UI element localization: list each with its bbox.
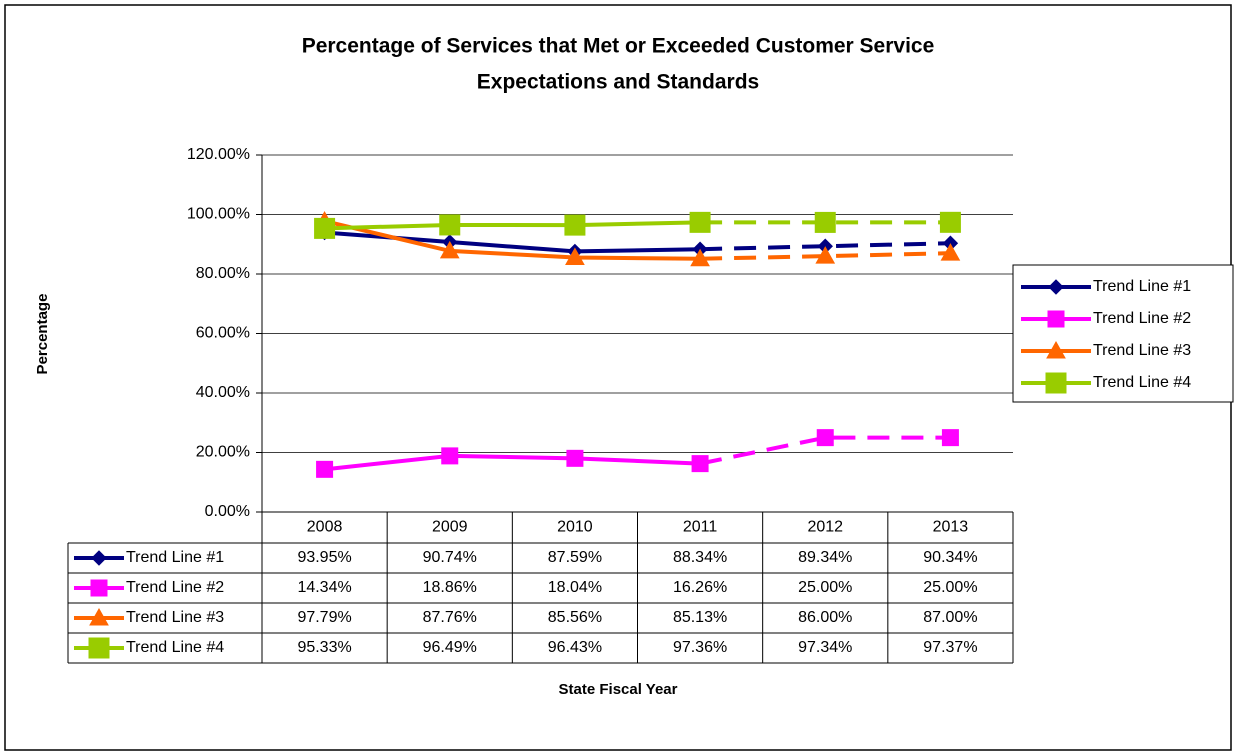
marker	[691, 455, 709, 473]
series-line	[324, 219, 701, 261]
legend-label: Trend Line #3	[1093, 342, 1191, 359]
legend-label: Trend Line #2	[1093, 310, 1191, 327]
marker	[939, 211, 961, 233]
legend-label: Trend Line #4	[1093, 374, 1191, 391]
marker	[689, 211, 711, 233]
table-cell: 97.36%	[673, 639, 727, 656]
table-series-name: Trend Line #4	[126, 639, 224, 656]
table-series-name: Trend Line #2	[126, 579, 224, 596]
table-cell: 88.34%	[673, 549, 727, 566]
marker	[1048, 279, 1064, 295]
x-axis-title: State Fiscal Year	[559, 681, 678, 698]
y-tick-label: 40.00%	[196, 384, 250, 401]
y-tick-label: 60.00%	[196, 325, 250, 342]
series-line	[700, 241, 951, 252]
marker	[439, 214, 461, 236]
table-cell: 95.33%	[297, 639, 351, 656]
marker	[90, 579, 108, 597]
x-tick-label: 2009	[432, 519, 468, 536]
y-axis-title: Percentage	[34, 294, 51, 375]
table-cell: 14.34%	[297, 579, 351, 596]
legend-key	[1021, 340, 1091, 359]
marker	[1045, 372, 1067, 394]
marker	[566, 449, 584, 467]
x-tick-label: 2013	[933, 519, 969, 536]
table-cell: 87.00%	[923, 609, 977, 626]
legend-key	[1021, 279, 1091, 295]
table-series-name: Trend Line #1	[126, 549, 224, 566]
y-tick-label: 100.00%	[187, 206, 250, 223]
x-tick-label: 2011	[683, 519, 718, 536]
series-line	[324, 453, 701, 472]
series-line	[699, 435, 951, 466]
marker	[814, 211, 836, 233]
table-cell: 90.34%	[923, 549, 977, 566]
marker	[316, 460, 334, 478]
table-cell: 16.26%	[673, 579, 727, 596]
marker	[815, 246, 836, 264]
table-cell: 18.04%	[548, 579, 602, 596]
table-cell: 97.79%	[297, 609, 351, 626]
table-cell: 90.74%	[423, 549, 477, 566]
table-cell: 93.95%	[297, 549, 351, 566]
legend-label: Trend Line #1	[1093, 278, 1191, 295]
legend-key	[74, 637, 124, 659]
table-cell: 85.56%	[548, 609, 602, 626]
table-cell: 18.86%	[423, 579, 477, 596]
legend-key	[74, 550, 124, 566]
table-cell: 97.37%	[923, 639, 977, 656]
table-cell: 96.49%	[423, 639, 477, 656]
table-cell: 25.00%	[798, 579, 852, 596]
marker	[941, 429, 959, 447]
x-tick-label: 2010	[557, 519, 593, 536]
marker	[940, 243, 961, 261]
y-tick-label: 0.00%	[205, 503, 250, 520]
x-tick-label: 2008	[307, 519, 343, 536]
marker	[1046, 340, 1066, 359]
table-cell: 97.34%	[798, 639, 852, 656]
series-line	[324, 220, 701, 231]
table-cell: 86.00%	[798, 609, 852, 626]
marker	[565, 247, 585, 265]
marker	[690, 248, 710, 267]
marker	[441, 447, 459, 465]
y-tick-label: 80.00%	[196, 265, 250, 282]
chart-title: Percentage of Services that Met or Excee…	[302, 35, 935, 58]
y-tick-label: 20.00%	[196, 444, 250, 461]
marker	[439, 240, 460, 259]
series-line	[700, 251, 951, 261]
marker	[88, 637, 110, 659]
marker	[816, 429, 834, 447]
table-cell: 85.13%	[673, 609, 727, 626]
marker	[1047, 310, 1065, 328]
y-tick-label: 120.00%	[187, 146, 250, 163]
marker	[314, 217, 336, 239]
legend-key	[74, 579, 124, 597]
chart-title: Expectations and Standards	[477, 71, 759, 94]
marker	[564, 214, 586, 236]
table-cell: 89.34%	[798, 549, 852, 566]
table-cell: 87.76%	[423, 609, 477, 626]
legend-key	[74, 607, 124, 626]
table-cell: 25.00%	[923, 579, 977, 596]
legend-key	[1021, 310, 1091, 328]
x-tick-label: 2012	[807, 519, 843, 536]
table-cell: 87.59%	[548, 549, 602, 566]
marker	[91, 550, 107, 566]
table-cell: 96.43%	[548, 639, 602, 656]
marker	[89, 607, 109, 626]
legend-key	[1021, 372, 1091, 394]
table-series-name: Trend Line #3	[126, 609, 224, 626]
